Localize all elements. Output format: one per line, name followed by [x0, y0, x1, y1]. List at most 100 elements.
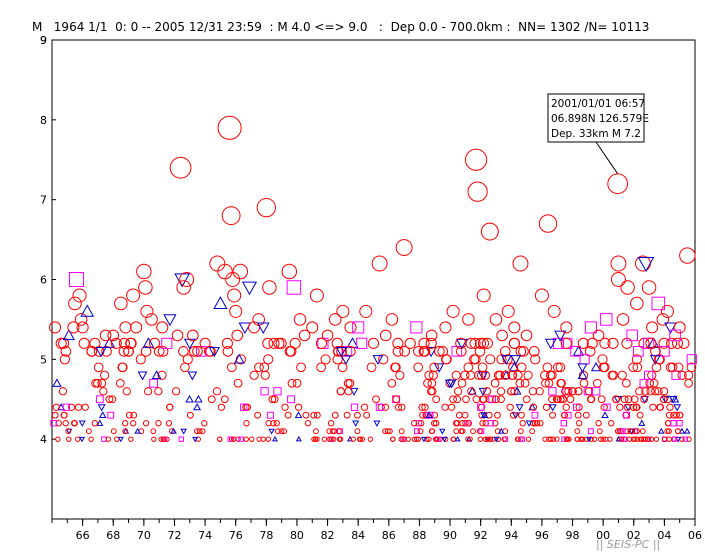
- small-events-layer: [51, 337, 697, 443]
- event-marker: [512, 255, 529, 272]
- small-event-marker: [99, 387, 108, 396]
- event-marker: [425, 329, 438, 342]
- small-event-marker: [93, 362, 104, 373]
- small-event-marker: [649, 378, 659, 388]
- small-event-marker: [422, 411, 430, 419]
- small-event-marker: [433, 436, 440, 442]
- small-event-marker: [122, 428, 129, 435]
- small-event-marker: [477, 436, 483, 442]
- small-event-marker: [614, 428, 621, 435]
- event-marker: [217, 115, 242, 140]
- small-event-marker: [659, 346, 670, 357]
- event-marker: [187, 329, 199, 342]
- small-event-marker: [640, 395, 649, 404]
- event-marker: [616, 313, 630, 326]
- small-event-marker: [632, 346, 644, 357]
- small-event-marker: [278, 428, 285, 435]
- small-event-marker: [579, 378, 589, 388]
- small-event-marker: [645, 378, 655, 388]
- event-marker: [209, 255, 226, 272]
- x-tick-label: 94: [504, 529, 518, 542]
- event-marker: [328, 313, 342, 326]
- small-event-marker: [394, 403, 403, 411]
- small-event-marker: [316, 362, 327, 373]
- small-event-marker: [620, 395, 629, 404]
- small-event-marker: [607, 436, 613, 442]
- small-event-marker: [548, 404, 557, 412]
- small-event-marker: [651, 362, 662, 373]
- small-event-marker: [433, 363, 445, 373]
- small-event-marker: [635, 387, 644, 396]
- event-marker: [142, 337, 155, 348]
- small-event-marker: [413, 346, 424, 357]
- small-event-marker: [564, 387, 573, 396]
- small-event-marker: [149, 378, 158, 388]
- event-marker: [232, 263, 249, 280]
- small-event-marker: [493, 436, 500, 443]
- y-tick-label: 9: [40, 34, 47, 47]
- small-event-marker: [632, 362, 643, 373]
- small-event-marker: [447, 403, 456, 411]
- small-event-marker: [193, 403, 202, 411]
- small-event-marker: [292, 378, 302, 388]
- event-marker: [508, 321, 521, 334]
- event-marker: [95, 346, 107, 358]
- small-event-marker: [220, 395, 229, 404]
- small-event-marker: [95, 395, 104, 404]
- event-marker: [171, 329, 184, 342]
- annotation-line-date: 2001/01/01 06:57: [551, 98, 645, 110]
- small-event-marker: [273, 387, 282, 396]
- event-marker: [123, 346, 134, 357]
- small-event-marker: [165, 420, 173, 427]
- small-event-marker: [344, 387, 353, 396]
- small-event-marker: [677, 370, 687, 380]
- y-tick-label: 4: [40, 433, 47, 446]
- small-event-marker: [544, 338, 557, 350]
- small-event-marker: [480, 411, 489, 419]
- small-event-marker: [101, 346, 112, 357]
- small-event-marker: [414, 428, 420, 435]
- small-event-marker: [457, 378, 467, 388]
- event-marker: [293, 313, 307, 326]
- small-event-marker: [469, 354, 480, 365]
- y-tick-label: 5: [40, 353, 47, 366]
- small-event-marker: [155, 420, 162, 427]
- event-marker: [626, 329, 639, 342]
- small-event-marker: [142, 420, 150, 427]
- small-event-marker: [575, 403, 583, 411]
- small-event-marker: [103, 337, 116, 348]
- small-event-marker: [469, 337, 481, 349]
- small-event-marker: [420, 436, 427, 443]
- small-event-marker: [671, 337, 684, 349]
- small-event-marker: [55, 420, 62, 427]
- event-marker: [637, 257, 655, 273]
- small-event-marker: [372, 395, 380, 404]
- x-tick-label: 76: [229, 529, 243, 542]
- small-event-marker: [425, 337, 437, 349]
- small-event-marker: [357, 436, 363, 442]
- small-event-marker: [656, 403, 665, 411]
- small-event-marker: [185, 394, 194, 403]
- small-event-marker: [387, 378, 397, 388]
- small-event-marker: [509, 411, 517, 419]
- small-event-marker: [548, 387, 557, 396]
- event-marker: [455, 337, 467, 349]
- small-event-marker: [643, 370, 654, 380]
- small-event-marker: [405, 436, 411, 442]
- small-event-marker: [462, 420, 469, 427]
- small-event-marker: [130, 420, 137, 427]
- event-marker: [156, 321, 169, 334]
- small-event-marker: [271, 435, 279, 442]
- small-event-marker: [235, 436, 241, 442]
- small-event-marker: [287, 395, 295, 404]
- small-event-marker: [55, 436, 61, 442]
- small-event-marker: [647, 370, 657, 380]
- small-event-marker: [390, 436, 396, 442]
- small-event-marker: [428, 387, 437, 396]
- small-event-marker: [392, 337, 404, 349]
- small-event-marker: [531, 411, 539, 419]
- event-marker: [336, 304, 350, 318]
- small-event-marker: [62, 403, 71, 411]
- small-event-marker: [268, 428, 275, 435]
- small-event-marker: [441, 403, 449, 411]
